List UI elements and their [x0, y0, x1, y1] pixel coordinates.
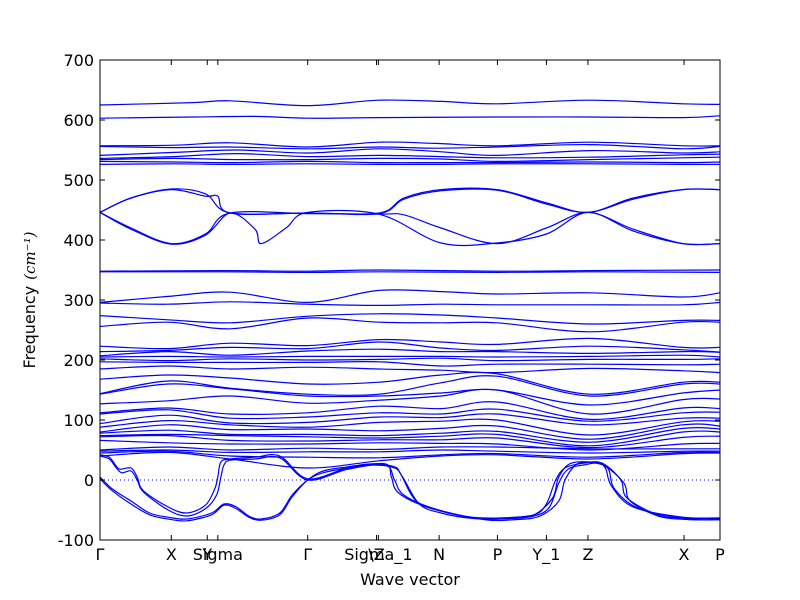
band-line-24	[100, 357, 720, 362]
x-tick-label: X	[166, 545, 177, 564]
band-line-12	[100, 211, 720, 246]
band-line-27	[100, 371, 720, 395]
band-line-34	[100, 418, 720, 436]
x-tick-label: P	[715, 545, 725, 564]
y-tick-label: 300	[63, 291, 94, 310]
x-tick-label: Y_1	[531, 545, 560, 565]
band-line-5	[100, 148, 720, 157]
band-line-47	[100, 462, 720, 522]
x-tick-label: Γ	[96, 545, 105, 564]
band-line-41	[100, 449, 720, 454]
band-line-9	[100, 163, 720, 166]
y-tick-label: 700	[63, 51, 94, 70]
y-axis-label-unit: (cm⁻¹)	[21, 231, 39, 279]
band-line-36	[100, 426, 720, 443]
plot-background	[100, 60, 720, 540]
band-line-43	[100, 451, 720, 469]
y-tick-label: 600	[63, 111, 94, 130]
band-line-26	[100, 365, 720, 374]
x-tick-label: P	[493, 545, 503, 564]
band-line-11	[100, 188, 720, 216]
band-line-2	[100, 115, 720, 119]
band-line-14	[100, 269, 720, 272]
x-tick-label: N	[433, 545, 445, 564]
y-tick-label: 0	[84, 471, 94, 490]
y-tick-label: 200	[63, 351, 94, 370]
x-tick-label: X	[679, 545, 690, 564]
band-line-46	[100, 461, 720, 520]
band-line-20	[100, 337, 720, 350]
band-line-38	[100, 434, 720, 449]
y-axis-ticks: -100 0 100 200 300 400 500 600 700	[58, 51, 720, 550]
band-line-45	[100, 455, 720, 522]
y-tick-label: 100	[63, 411, 94, 430]
y-axis-label-text: Frequency	[20, 286, 39, 369]
bands-group	[100, 99, 720, 522]
band-line-3	[100, 141, 720, 148]
band-line-19	[100, 317, 720, 333]
x-tick-label: Sigma	[193, 545, 243, 564]
band-line-40	[100, 446, 720, 451]
band-line-4	[100, 143, 720, 150]
band-line-29	[100, 383, 720, 406]
band-line-8	[100, 160, 720, 164]
band-line-22	[100, 348, 720, 357]
band-line-13	[100, 209, 720, 247]
band-line-1	[100, 99, 720, 107]
band-line-6	[100, 152, 720, 159]
band-line-30	[100, 388, 720, 415]
band-line-25	[100, 361, 720, 367]
band-line-21	[100, 341, 720, 353]
band-line-37	[100, 430, 720, 447]
x-tick-label: Γ	[303, 545, 312, 564]
band-line-10	[100, 187, 720, 216]
band-line-31	[100, 401, 720, 421]
band-line-18	[100, 313, 720, 325]
band-line-35	[100, 423, 720, 440]
band-line-28	[100, 375, 720, 397]
y-tick-label: -100	[58, 531, 94, 550]
y-tick-label: 500	[63, 171, 94, 190]
band-line-32	[100, 408, 720, 422]
band-line-42	[100, 450, 720, 459]
band-line-7	[100, 156, 720, 163]
band-line-17	[100, 301, 720, 307]
x-tick-label: Y	[201, 545, 212, 564]
band-line-23	[100, 354, 720, 358]
y-axis-label: Frequency (cm⁻¹)	[20, 231, 39, 368]
x-tick-label: Sigma_1	[344, 545, 412, 565]
band-line-33	[100, 413, 720, 426]
x-axis-label: Wave vector	[360, 570, 460, 589]
band-line-16	[100, 289, 720, 304]
x-tick-label: Z	[582, 545, 593, 564]
band-line-39	[100, 439, 720, 451]
y-tick-label: 400	[63, 231, 94, 250]
x-tick-label: \Z	[368, 545, 384, 564]
band-line-15	[100, 271, 720, 274]
